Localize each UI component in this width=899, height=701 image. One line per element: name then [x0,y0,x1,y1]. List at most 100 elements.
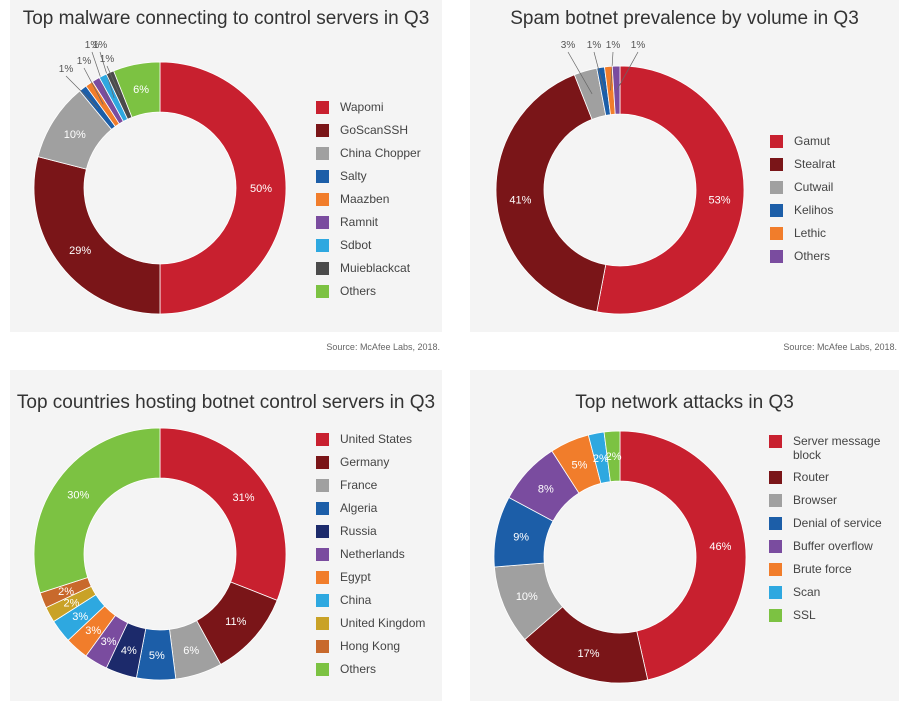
legend-swatch [316,663,329,676]
slice-label: 10% [64,129,86,141]
chart-panel-countries: Top countries hosting botnet control ser… [10,370,442,701]
legend-item: Maazben [316,192,421,215]
slice-label: 2% [64,598,80,610]
legend-label: Germany [340,455,390,469]
legend-item: Wapomi [316,100,421,123]
legend-label: Stealrat [794,157,836,171]
slice-label: 2% [593,453,609,465]
legend-label: Russia [340,524,377,538]
legend-label: United Kingdom [340,616,426,630]
legend-item: Sdbot [316,238,421,261]
chart-title: Top malware connecting to control server… [22,8,430,29]
legend-item: SSL [769,608,882,631]
legend-label: GoScanSSH [340,123,409,137]
slice-united-states [159,427,287,601]
legend-swatch [316,101,329,114]
legend-label: Algeria [340,501,378,515]
chart-legend: Server message block Router Browser Denial o… [769,434,882,631]
slice-label: 1% [59,64,74,75]
legend-swatch [316,239,329,252]
legend-label: Muieblackcat [340,261,411,275]
leader-line [567,51,593,95]
slice-label: 5% [149,650,165,662]
legend-item: United Kingdom [316,616,425,639]
legend-item: Algeria [316,501,425,524]
legend-item: Kelihos [770,203,835,226]
legend-label: Hong Kong [340,639,401,653]
slice-label: 53% [709,194,731,206]
legend-label: Server message block [793,434,881,462]
legend-item: Others [770,249,835,272]
slice-label: 1% [587,40,602,51]
donut-chart: 31%11%6%5%4%3%3%3%2%2%30% [33,427,287,681]
chart-legend: Wapomi GoScanSSH China Chopper Salty Maazben… [316,100,421,307]
legend-swatch [316,193,329,206]
chart-legend: Gamut Stealrat Cutwail Kelihos Lethic Others [770,134,835,272]
leader-line [593,51,605,92]
legend-label: Kelihos [794,203,834,217]
slice-others [33,427,161,594]
slice-label: 1% [85,40,100,51]
legend-swatch [770,204,783,217]
legend-item: Gamut [770,134,835,157]
slice-label: 6% [133,84,149,96]
slice-label: 3% [72,611,88,623]
slice-label: 17% [577,648,599,660]
legend-label: Ramnit [340,215,379,229]
leader-line [91,51,109,102]
slice-label: 1% [93,40,108,51]
legend-swatch [769,435,782,448]
legend-swatch [316,147,329,160]
legend-label: Lethic [794,226,827,240]
slice-label: 3% [561,40,576,51]
legend-label: China Chopper [340,146,421,160]
legend-swatch [316,640,329,653]
legend-label: Router [793,470,830,484]
legend-swatch [769,586,782,599]
legend-item: Buffer overflow [769,539,882,562]
legend-label: SSL [793,608,816,622]
legend-label: United States [340,432,413,446]
legend-swatch [770,250,783,263]
slice-label: 31% [233,492,255,504]
slice-label: 8% [538,483,554,495]
legend-label: Sdbot [340,238,372,252]
legend-item: Egypt [316,570,425,593]
slice-label: 46% [709,541,731,553]
legend-swatch [769,609,782,622]
legend-item: China [316,593,425,616]
legend-label: Browser [793,493,838,507]
legend-label: Denial of service [793,516,882,530]
legend-label: Others [340,662,377,676]
legend-swatch [769,563,782,576]
slice-label: 9% [513,531,529,543]
leader-line [610,51,614,91]
legend-label: France [340,478,378,492]
slice-label: 50% [250,183,272,195]
slice-stealrat [495,74,607,313]
legend-item: Cutwail [770,180,835,203]
legend-label: Brute force [793,562,852,576]
leader-line [616,51,639,91]
legend-swatch [316,170,329,183]
leader-line [106,65,121,96]
slice-label: 3% [85,625,101,637]
legend-item: United States [316,432,425,455]
slice-label: 1% [631,40,646,51]
legend-swatch [316,262,329,275]
legend-item: Netherlands [316,547,425,570]
legend-label: Others [340,284,377,298]
legend-item: Stealrat [770,157,835,180]
slice-label: 41% [509,194,531,206]
legend-swatch [316,594,329,607]
chart-panel-malware: Top malware connecting to control server… [10,0,442,332]
legend-swatch [769,494,782,507]
slice-label: 6% [183,645,199,657]
legend-label: Cutwail [794,180,834,194]
legend-item: Browser [769,493,882,516]
chart-title: Top countries hosting botnet control ser… [16,392,436,413]
legend-swatch [770,227,783,240]
slice-ssl [603,430,621,483]
slice-label: 2% [58,586,74,598]
slice-label: 2% [606,451,622,463]
